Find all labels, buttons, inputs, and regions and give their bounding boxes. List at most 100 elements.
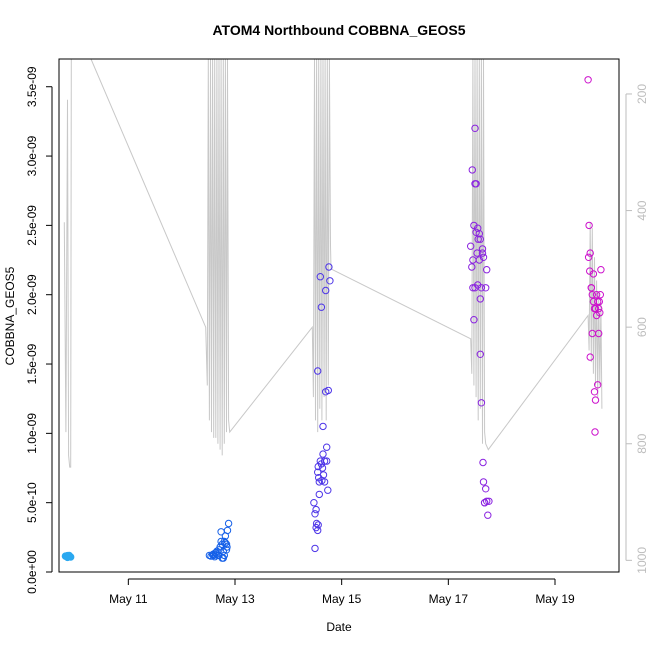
data-point [325,263,333,271]
y2-tick-label: 1000 [635,547,649,574]
data-point [587,284,595,292]
data-point [472,180,480,188]
data-point [220,537,229,546]
data-point [588,291,596,299]
series-group [310,263,334,553]
x-tick-label: May 17 [429,592,469,606]
data-point [485,497,493,505]
data-point [591,428,599,436]
x-tick-label: May 11 [109,592,148,606]
data-point [474,224,482,232]
data-point [591,396,600,404]
data-point [590,388,599,396]
y-tick-label: 5.0e-10 [25,482,39,523]
data-point [473,249,481,257]
series-group [205,519,233,562]
series-group [467,124,493,519]
data-point [221,539,230,547]
data-point [210,551,218,560]
data-point [595,297,603,306]
data-point [217,528,225,536]
data-point [483,266,491,274]
data-point [595,304,603,313]
data-point [319,450,327,458]
data-point [312,519,321,528]
x-tick-label: May 15 [322,592,362,606]
data-point [478,245,487,253]
data-point [315,478,323,486]
data-point [311,510,319,518]
x-tick-label: May 13 [215,592,255,606]
data-point [314,468,322,476]
x-axis-label: Date [326,620,352,634]
data-point [596,309,604,317]
data-point [589,297,598,306]
series-group [584,76,605,436]
data-point [326,277,334,285]
data-point [471,124,479,133]
data-point [475,230,483,238]
data-point [468,166,476,174]
data-point [314,526,322,535]
data-point [586,353,594,361]
data-point [469,256,477,264]
y-tick-label: 3.5e-09 [25,66,39,107]
y-axis-label: COBBNA_GEOS5 [3,266,17,365]
data-point [584,76,592,84]
data-point [222,546,231,554]
data-point [324,386,332,395]
y-tick-label: 3.0e-09 [25,135,39,176]
data-point [484,511,492,519]
y-tick-label: 2.0e-09 [25,274,39,315]
y2-tick-label: 400 [635,200,649,220]
data-point [320,478,329,486]
data-point [219,554,228,562]
y2-axis: 200 400 600 800 1000 [625,84,649,574]
data-point [319,471,328,479]
x-axis: May 11 May 13 May 15 May 17 May 19 [109,578,575,606]
data-point [467,242,475,250]
altitude-trace-line [63,58,603,468]
data-point [478,249,487,257]
data-point [479,458,487,467]
series-group [61,551,75,562]
data-point [479,478,488,486]
data-point [596,291,604,299]
data-point [471,284,479,292]
altitude-trace-layer [63,58,603,468]
data-point [315,490,323,499]
data-point [468,263,476,271]
data-points-layer [61,76,605,562]
data-point [597,266,605,274]
data-point [480,499,489,507]
data-point [589,270,598,278]
data-point [314,521,322,529]
data-point [482,284,490,292]
data-point [312,505,320,514]
data-point [316,273,324,281]
data-point [592,291,601,299]
data-point [584,253,593,261]
data-point [319,422,327,431]
y-axis: 0.0e+00 5.0e-10 1.0e-09 1.5e-09 2.0e-09 2.5e-… [25,66,53,594]
data-point [591,304,600,313]
y2-tick-label: 600 [635,317,649,337]
data-point [477,399,486,407]
data-point [483,497,491,505]
data-point [594,381,602,389]
y2-tick-label: 800 [635,433,649,453]
x-tick-label: May 19 [535,592,575,606]
data-point [479,253,488,261]
y-tick-label: 2.5e-09 [25,205,39,246]
data-point [324,486,332,494]
data-point [470,316,478,324]
data-point [323,457,331,465]
data-point [318,464,327,472]
data-point [586,249,594,257]
data-point [311,544,319,553]
y2-tick-label: 200 [635,84,649,104]
chart-title: ATOM4 Northbound COBBNA_GEOS5 [212,22,465,38]
data-point [482,485,490,493]
data-point [474,235,482,243]
